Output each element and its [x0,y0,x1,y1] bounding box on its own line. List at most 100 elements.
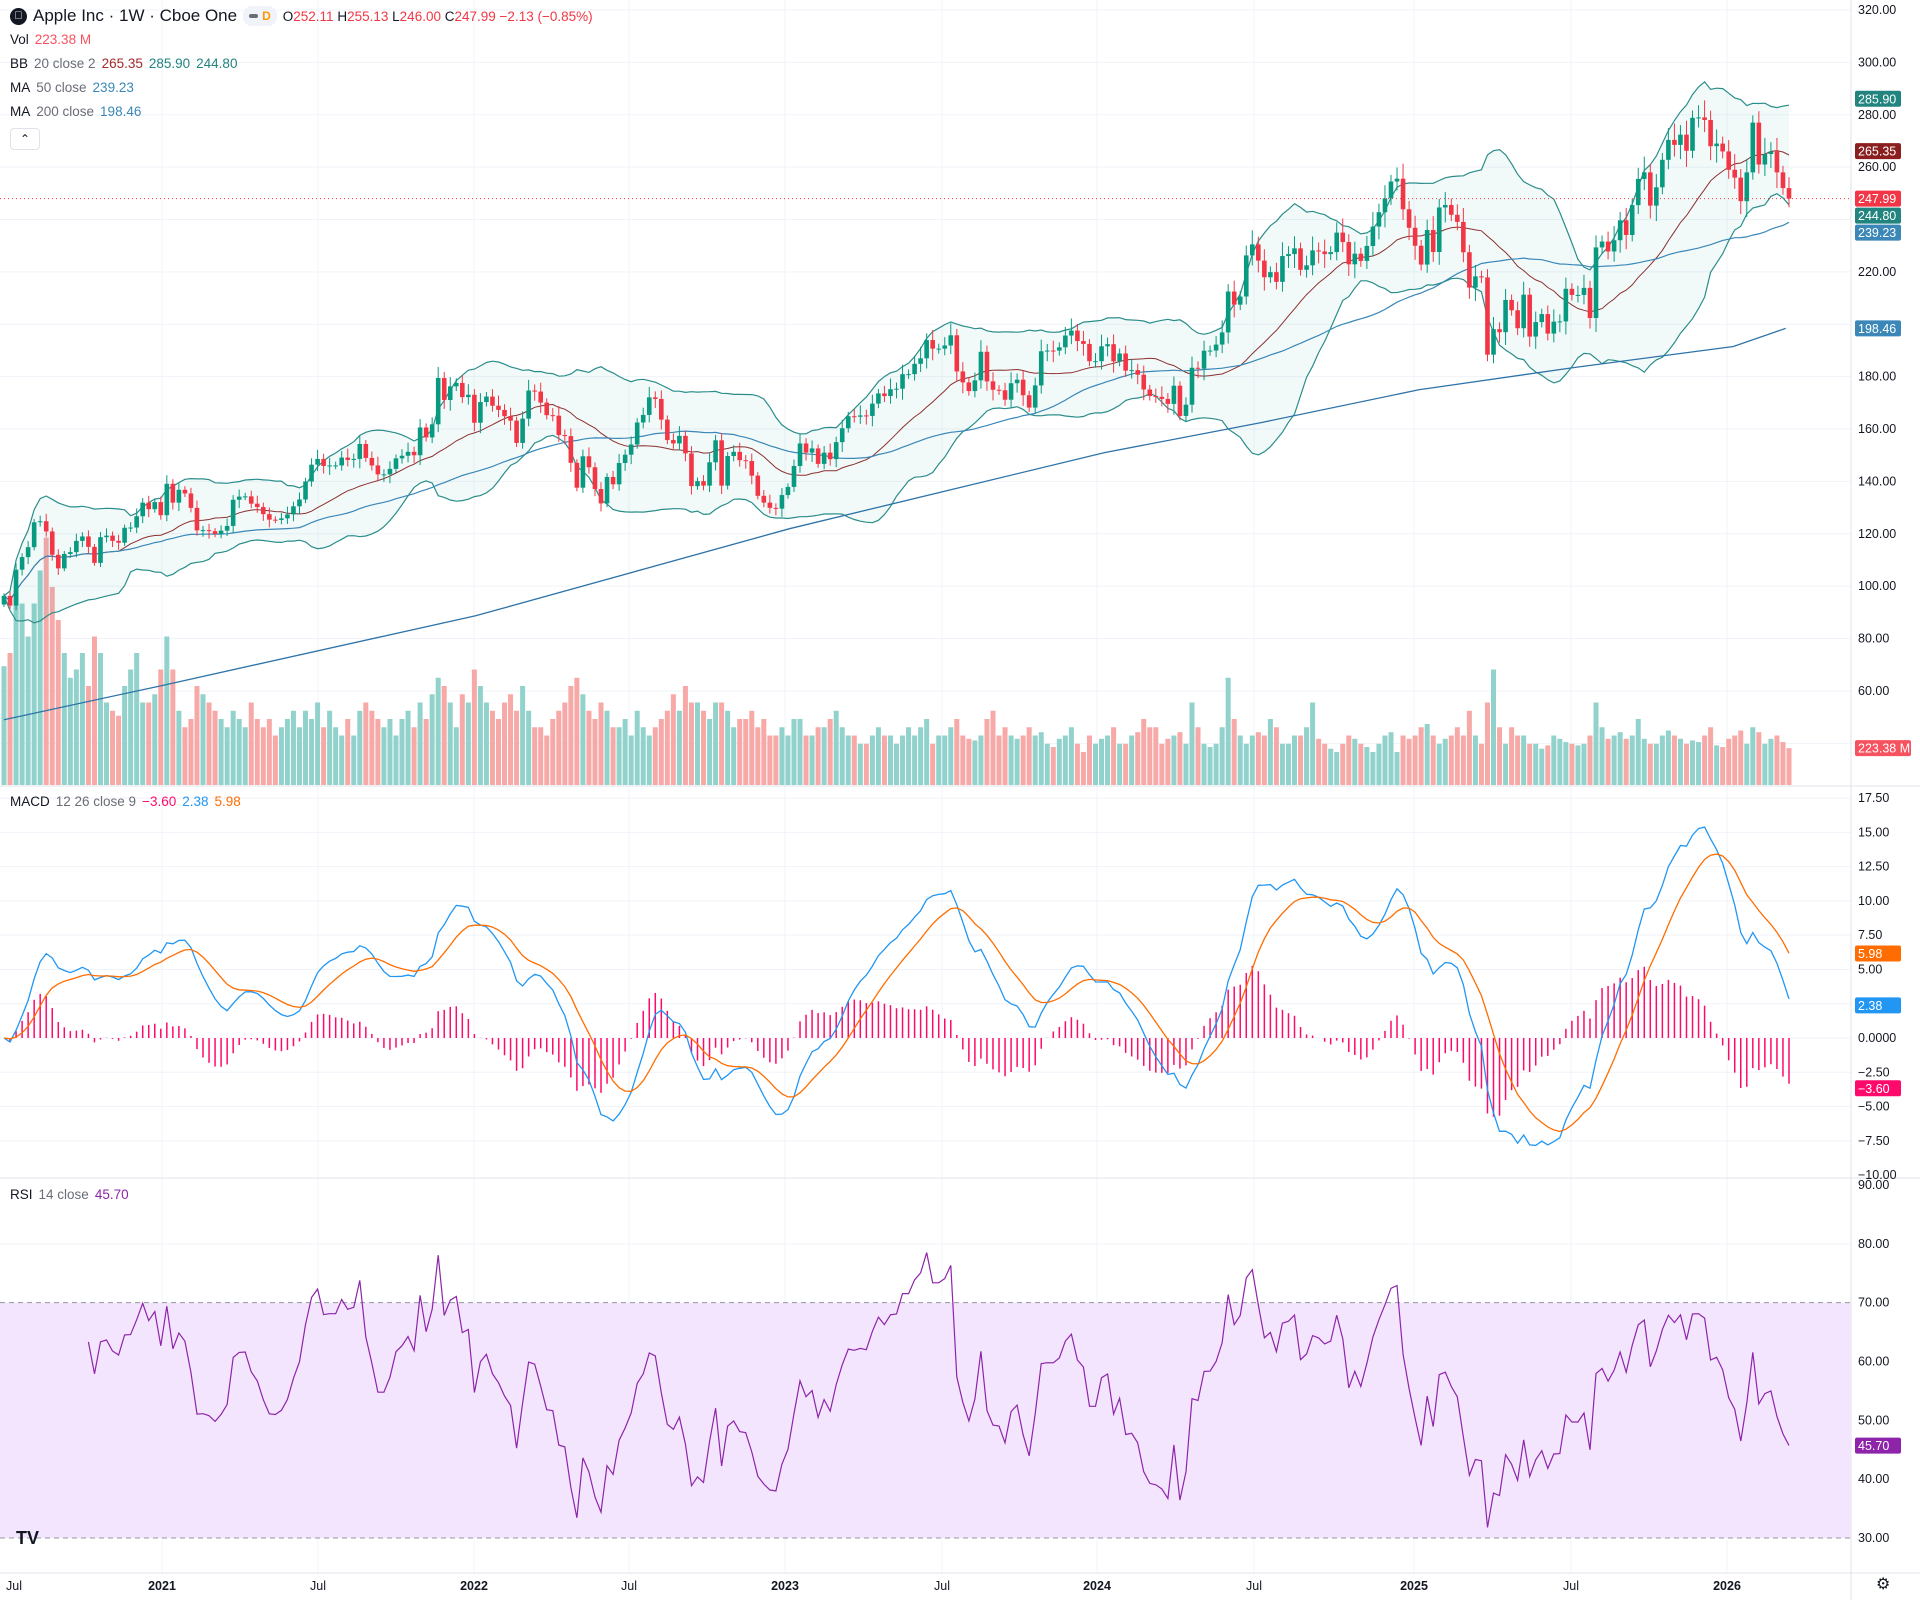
collapse-legend-button[interactable]: ⌃ [10,128,40,150]
volume-bar [170,669,176,785]
volume-bar [887,735,893,785]
volume-bar [333,727,339,785]
bb-upper-value: 285.90 [148,56,191,71]
volume-bar [1611,735,1617,785]
volume-bar [1376,743,1382,785]
macd-legend[interactable]: MACD 12 26 close 9 −3.60 2.38 5.98 [10,794,241,809]
candle-body [25,547,31,558]
volume-bar [441,686,447,785]
volume-bar [508,694,514,785]
volume-bar [61,653,67,785]
volume-bar [1093,743,1099,785]
volume-bar [863,743,869,785]
candle-body [423,427,429,438]
candle-body [1641,172,1647,179]
volume-bar [1780,742,1786,785]
rsi-value: 45.70 [94,1187,129,1202]
candle [689,446,694,495]
bb-legend[interactable]: BB 20 close 2 265.35 285.90 244.80 [10,56,237,71]
volume-bar [296,727,302,785]
candle [1424,219,1430,273]
volume-bar [1593,702,1599,785]
candle [1533,311,1539,349]
volume-bar [1304,727,1310,785]
volume-bar [1569,743,1575,785]
candle-body [447,386,453,400]
volume-bar [1189,702,1195,785]
volume-bar [182,727,188,785]
candle [785,483,791,499]
candle [339,451,345,471]
volume-bar [1617,732,1623,785]
candle-body [1418,245,1424,265]
candle-body [158,502,164,516]
candle [502,404,507,425]
open-label: O [282,8,294,24]
tradingview-logo[interactable]: TV [16,1528,40,1548]
settings-gear-icon[interactable]: ⚙ [1876,1576,1891,1593]
candle-body [532,390,537,392]
candle [86,530,91,554]
candle [333,461,338,470]
candle-body [1503,299,1508,333]
symbol-title[interactable]: Apple Inc · 1W · Cboe One [33,6,238,25]
candle-body [1050,350,1056,352]
candle-body [622,454,628,463]
macd-tick-label: 17.50 [1858,791,1889,805]
volume-bar [761,719,767,785]
volume-bar [1026,727,1032,785]
volume-bar [791,719,797,785]
candle [1219,320,1225,354]
candle-body [381,474,387,476]
volume-legend[interactable]: Vol 223.38 M [10,32,91,47]
candle-body [31,522,37,548]
candle [701,475,706,491]
volume-bar [25,636,31,785]
candle [1720,136,1725,159]
candle [550,407,556,422]
candle-body [55,554,61,569]
candle-body [1117,353,1122,362]
ma200-legend[interactable]: MA 200 close 198.46 [10,104,141,119]
candle [345,448,351,467]
open-value: 252.11 [293,8,334,24]
axis-tag-box [1855,143,1901,160]
candle [1750,115,1756,180]
candle-body [1744,172,1750,202]
candle-body [1738,177,1744,202]
candle-body [1732,169,1738,178]
candle-body [1467,252,1472,288]
candle [1093,353,1098,368]
candle [363,440,369,462]
candle [423,423,429,442]
market-status-badge[interactable]: D [243,6,277,26]
candle [490,389,495,412]
candle-body [19,557,25,570]
candle-body [719,440,724,486]
candle-body [1672,139,1677,145]
candle [435,367,441,433]
volume-bar [1358,743,1364,785]
volume-bar [97,653,103,785]
candle-body [309,464,314,482]
candle [369,451,375,471]
volume-bar [1732,735,1738,785]
volume-bar [1659,735,1665,785]
candle-body [508,416,513,421]
candle-body [821,452,827,464]
candle-body [1213,344,1219,351]
volume-bar [1231,719,1237,785]
candle-body [1328,252,1333,255]
candle [1654,174,1659,222]
volume-bar [966,738,972,785]
axis-tag-box [1855,997,1901,1014]
ma50-legend[interactable]: MA 50 close 239.23 [10,80,134,95]
volume-bar [477,686,483,785]
rsi-legend[interactable]: RSI 14 close 45.70 [10,1187,129,1202]
candle-body [888,389,893,397]
volume-bar [652,727,658,785]
volume-bar [242,727,248,785]
axis-tag-label: 247.99 [1858,192,1896,206]
candle-body [1370,226,1376,246]
